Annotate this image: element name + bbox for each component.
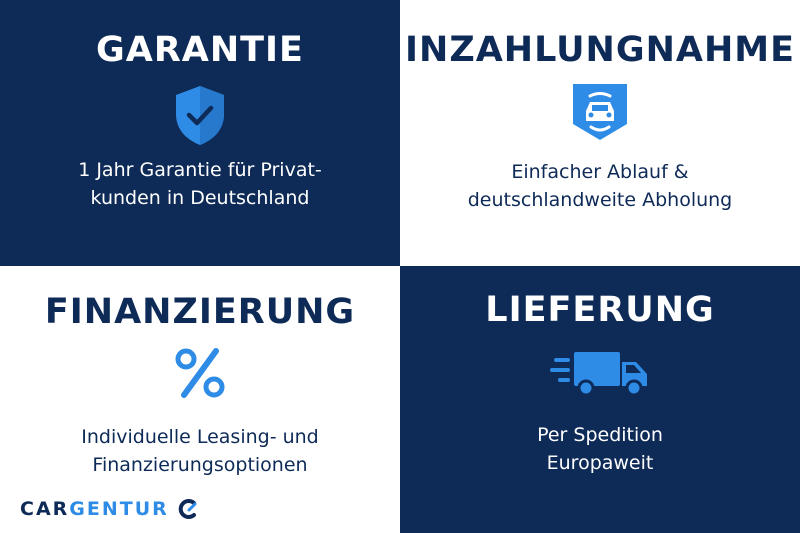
tile-desc-line: Per Spedition (537, 424, 663, 446)
tile-desc-line: Finanzierungsoptionen (92, 454, 308, 476)
cargentur-logo: CAR GENTUR (20, 498, 199, 520)
delivery-truck-icon (550, 352, 647, 397)
tile-title: FINANZIERUNG (44, 292, 356, 332)
tile-lieferung: LIEFERUNG Per Spedition Europaweit (400, 266, 800, 533)
tile-desc-line: 1 Jahr Garantie für Privat- (78, 159, 322, 181)
tile-title: INZAHLUNGNAHME (405, 30, 795, 70)
car-badge-icon (573, 84, 627, 140)
tile-desc-line: deutschlandweite Abholung (467, 189, 733, 211)
logo-text-gentur: GENTUR (69, 498, 169, 520)
percent-icon (175, 348, 225, 398)
tile-inzahlungnahme: INZAHLUNGNAHME Einfacher Ablauf & deutsc… (400, 0, 800, 267)
tile-desc-line: kunden in Deutschland (90, 187, 310, 209)
shield-check-icon (176, 86, 224, 145)
tile-title: GARANTIE (96, 30, 304, 70)
tile-title: LIEFERUNG (485, 290, 715, 330)
logo-c-icon (178, 499, 197, 519)
tile-desc-line: Individuelle Leasing- und (81, 426, 319, 448)
logo-text-car: CAR (20, 498, 70, 520)
tile-desc-line: Einfacher Ablauf & (511, 161, 689, 183)
tile-finanzierung: FINANZIERUNG Individuelle Leasing- und F… (0, 266, 400, 533)
tile-desc-line: Europaweit (546, 452, 654, 474)
tile-garantie: GARANTIE 1 Jahr Garantie für Privat- kun… (0, 0, 400, 267)
